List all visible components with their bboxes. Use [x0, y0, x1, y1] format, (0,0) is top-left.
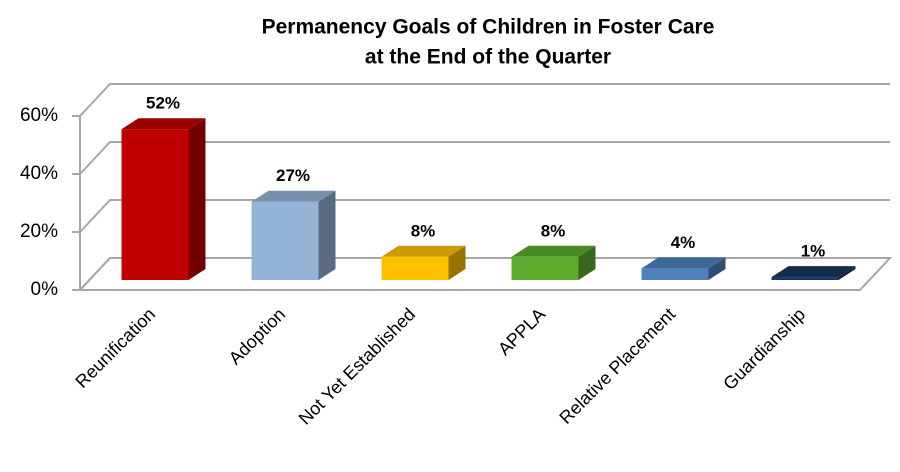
chart-subtitle: at the End of the Quarter [365, 46, 611, 69]
bar-top [121, 118, 206, 130]
y-tick-label: 20% [20, 221, 58, 242]
grid-line [79, 199, 890, 233]
bar-front [251, 201, 319, 280]
x-tick-label: Reunification [71, 304, 159, 392]
value-label: 1% [801, 242, 826, 261]
y-tick-label: 0% [31, 279, 59, 300]
bar-top [511, 245, 596, 257]
bar-front [381, 256, 449, 280]
bar-front [511, 256, 579, 280]
bar-side [318, 190, 336, 280]
bar-front [121, 129, 189, 280]
y-tick-label: 60% [20, 105, 58, 126]
bar-side [708, 257, 726, 280]
x-tick-label: Guardianship [719, 304, 809, 394]
chart-title: Permanency Goals of Children in Foster C… [262, 16, 715, 39]
bar-side [448, 245, 466, 280]
x-tick-label: Adoption [225, 304, 289, 368]
bar-front [771, 277, 839, 280]
bar-side [838, 266, 856, 280]
value-label: 8% [541, 221, 566, 240]
bar-top [381, 245, 466, 257]
grid-line [79, 257, 890, 291]
bar-top [771, 266, 856, 278]
value-label: 8% [411, 221, 436, 240]
bar-top [641, 257, 726, 269]
x-tick-label: APPLA [494, 304, 549, 359]
bar-side [578, 245, 596, 280]
x-tick-label: Relative Placement [555, 304, 679, 428]
bar-top [251, 190, 336, 202]
grid-line [79, 141, 890, 175]
value-label: 52% [146, 94, 180, 113]
value-label: 4% [671, 233, 696, 252]
x-tick-label: Not Yet Established [295, 304, 420, 429]
grid-line [79, 83, 890, 117]
value-label: 27% [276, 166, 310, 185]
y-tick-label: 40% [20, 163, 58, 184]
bar-front [641, 268, 709, 280]
bar-side [188, 118, 206, 280]
